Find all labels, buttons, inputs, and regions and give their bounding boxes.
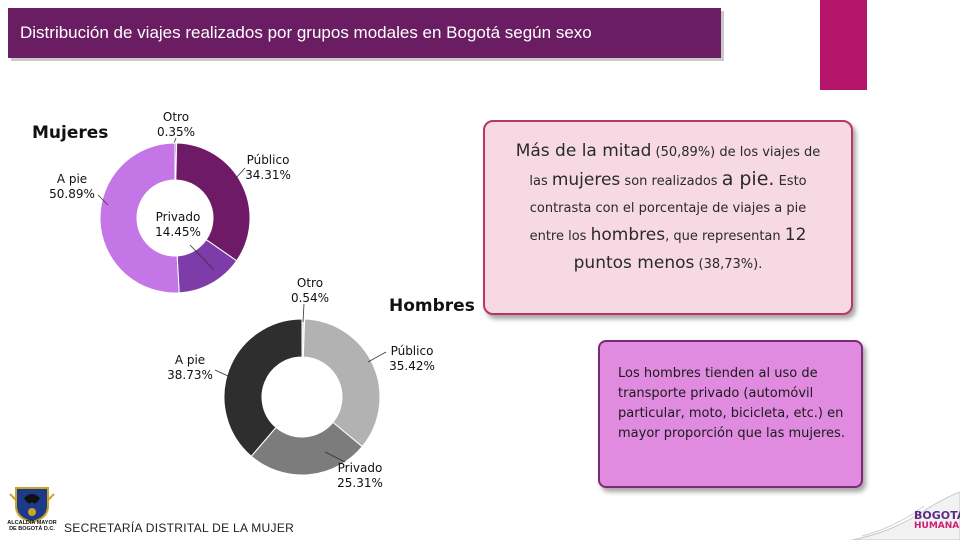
leader-line	[97, 194, 109, 206]
men-group-label: Hombres	[389, 296, 475, 316]
bogota-crest-icon	[9, 487, 55, 524]
women-callout-highlight-4: hombres	[590, 225, 666, 245]
slice-value-label: 35.42%	[389, 359, 435, 373]
women-group-label: Mujeres	[32, 123, 109, 143]
donut-slice-a-pie	[99, 142, 180, 294]
page-curl-icon	[852, 492, 960, 540]
slice-value-label: 14.45%	[155, 225, 201, 239]
slice-label: Otro	[163, 110, 189, 124]
women-callout-highlight-1: Más de la mitad	[515, 141, 652, 161]
page-title-text: Distribución de viajes realizados por gr…	[20, 23, 592, 42]
men-callout-text: Los hombres tienden al uso de transporte…	[618, 366, 845, 441]
slice-value-label: 50.89%	[49, 187, 95, 201]
leader-line	[302, 303, 305, 323]
accent-block	[820, 0, 867, 90]
women-callout-text-4: , que representan	[665, 229, 785, 244]
women-callout-box: Más de la mitad (50,89%) de los viajes d…	[483, 120, 853, 315]
slice-label: Privado	[338, 461, 383, 475]
slice-label: Público	[247, 153, 290, 167]
page-title: Distribución de viajes realizados por gr…	[8, 8, 721, 58]
slice-label: Privado	[156, 210, 201, 224]
footer-org-name: SECRETARÍA DISTRITAL DE LA MUJER	[64, 521, 295, 535]
women-callout-text-2: son realizados	[620, 174, 722, 189]
slice-value-label: 38.73%	[167, 368, 213, 382]
donut-slice-público	[175, 142, 251, 262]
men-callout-box: Los hombres tienden al uso de transporte…	[598, 340, 863, 488]
slice-value-label: 34.31%	[245, 168, 291, 182]
women-callout-highlight-2: mujeres	[551, 170, 621, 190]
crest-caption: ALCALDÍA MAYOR DE BOGOTÁ D.C.	[7, 520, 57, 532]
slice-value-label: 0.35%	[157, 125, 195, 139]
donut-slice-a-pie	[223, 318, 303, 457]
leader-line	[324, 451, 346, 463]
women-callout-text-3: Esto contrasta con el porcentaje de viaj…	[529, 174, 807, 244]
logo-top-text: BOGOTÁ	[914, 509, 960, 522]
bogota-humana-logo: BOGOTÁ HUMANA	[914, 510, 960, 532]
leader-line	[235, 167, 246, 179]
slice-value-label: 25.31%	[337, 476, 383, 490]
donut-slice-público	[302, 318, 381, 448]
slice-label: A pie	[57, 172, 87, 186]
slice-label: A pie	[175, 353, 205, 367]
women-callout-text-1: (50,89%) de los viajes de las	[529, 145, 821, 189]
leader-line	[214, 369, 229, 377]
slice-label: Otro	[297, 276, 323, 290]
women-callout-text-5: (38,73%).	[694, 257, 763, 272]
leader-line	[367, 351, 387, 363]
logo-bottom-text: HUMANA	[914, 521, 960, 531]
slice-label: Público	[391, 344, 434, 358]
women-callout-highlight-3: a pie.	[721, 168, 775, 190]
women-callout-highlight-5: 12 puntos menos	[573, 225, 807, 273]
leader-line	[189, 244, 215, 271]
slice-value-label: 0.54%	[291, 291, 329, 305]
